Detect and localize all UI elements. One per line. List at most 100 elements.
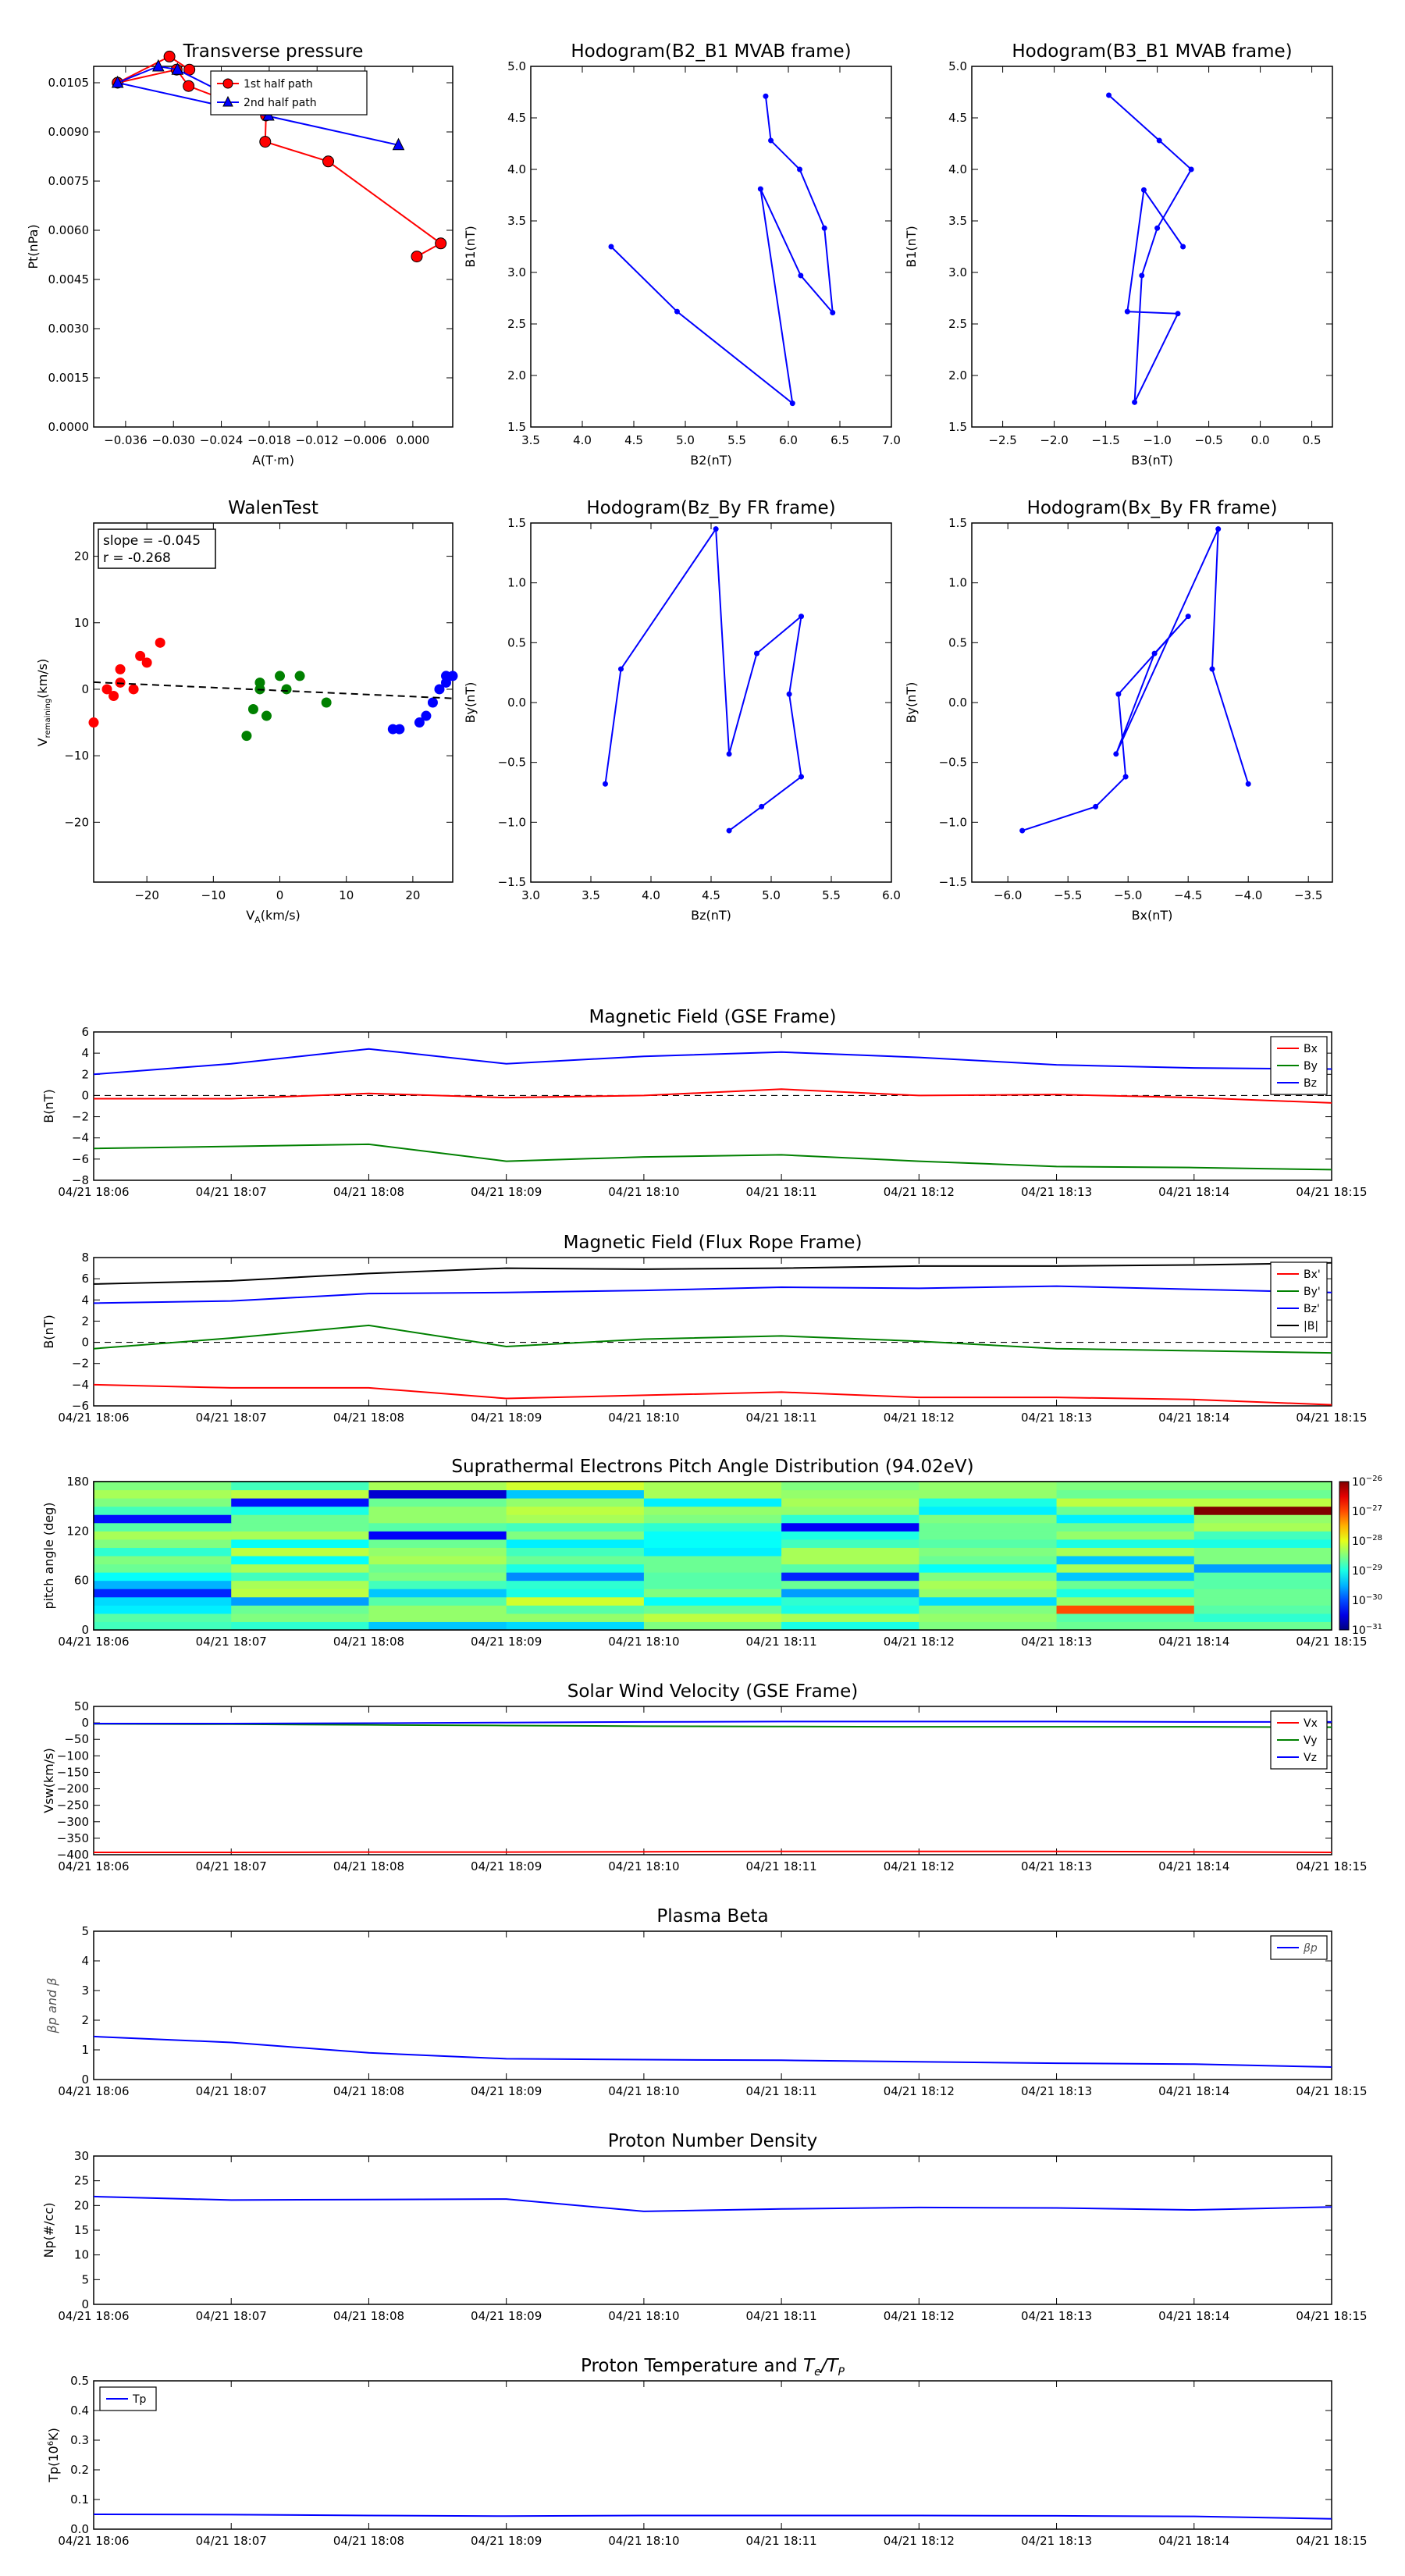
x-tick-label: 04/21 18:13 bbox=[1021, 1411, 1092, 1425]
x-tick-label: 04/21 18:11 bbox=[745, 2309, 816, 2323]
data-point bbox=[261, 710, 272, 721]
y-tick-label: −20 bbox=[64, 815, 89, 829]
colorbar-exponent: −28 bbox=[1366, 1534, 1382, 1542]
y-axis-label: βp and β bbox=[44, 1978, 59, 2034]
heatmap-cell bbox=[1193, 1605, 1332, 1614]
chart-title: Proton Number Density bbox=[608, 2131, 818, 2151]
data-point bbox=[88, 717, 99, 728]
heatmap-cell bbox=[94, 1522, 232, 1532]
y-tick-label: 1.5 bbox=[948, 420, 967, 434]
heatmap-cell bbox=[231, 1489, 369, 1499]
x-tick-label: 04/21 18:08 bbox=[333, 1635, 404, 1649]
x-tick-label: 04/21 18:11 bbox=[745, 1635, 816, 1649]
chart-hodo3: Hodogram(Bz_By FR frame) −1.5 −1.0 −0.5 0.0 0… bbox=[463, 498, 901, 923]
x-tick-label: −10 bbox=[201, 888, 226, 902]
legend-label: 1st half path bbox=[244, 78, 313, 91]
x-tick-label: −0.018 bbox=[247, 433, 291, 447]
y-tick-label: 0.0045 bbox=[48, 272, 90, 286]
x-tick-label: 04/21 18:12 bbox=[884, 1859, 955, 1873]
y-tick-label: 0.5 bbox=[507, 635, 526, 649]
y-tick-label: −200 bbox=[57, 1782, 89, 1796]
heatmap-cell bbox=[781, 1613, 919, 1622]
chart-bfr: Magnetic Field (Flux Rope Frame) −6 −4 −2 0 2… bbox=[41, 1233, 1368, 1425]
heatmap-cell bbox=[1056, 1564, 1195, 1573]
heatmap-cell bbox=[1193, 1580, 1332, 1589]
heatmap-cell bbox=[1056, 1572, 1195, 1582]
x-tick-label: 04/21 18:09 bbox=[471, 2309, 542, 2323]
x-tick-label: 04/21 18:07 bbox=[196, 2534, 267, 2548]
x-tick-label: −3.5 bbox=[1294, 888, 1322, 902]
data-point bbox=[111, 75, 124, 88]
heatmap-cell bbox=[506, 1605, 645, 1614]
data-point bbox=[171, 62, 184, 75]
x-tick-label: 04/21 18:09 bbox=[471, 1411, 542, 1425]
x-tick-label: −4.5 bbox=[1174, 888, 1202, 902]
heatmap-cell bbox=[368, 1489, 507, 1499]
data-point bbox=[1113, 751, 1119, 757]
legend: βp bbox=[1270, 1935, 1328, 1960]
y-tick-label: −100 bbox=[57, 1749, 89, 1763]
heatmap-cell bbox=[643, 1572, 782, 1582]
data-point bbox=[799, 774, 804, 780]
data-point bbox=[1151, 650, 1158, 656]
heatmap-cell bbox=[919, 1605, 1058, 1614]
y-tick-label: 25 bbox=[74, 2174, 89, 2188]
x-tick-label: 04/21 18:12 bbox=[884, 2534, 955, 2548]
y-tick-label: 0.0105 bbox=[48, 76, 90, 90]
x-axis-label: Bx(nT) bbox=[1132, 908, 1173, 923]
data-point bbox=[1122, 774, 1129, 780]
y-tick-label: 3 bbox=[81, 1984, 89, 1998]
x-tick-label: 04/21 18:08 bbox=[333, 1859, 404, 1873]
heatmap-cell bbox=[94, 1556, 232, 1565]
legend-label: Bx bbox=[1304, 1043, 1318, 1055]
heatmap-cell bbox=[919, 1506, 1058, 1515]
heatmap-cell bbox=[781, 1580, 919, 1589]
x-tick-label: 04/21 18:14 bbox=[1158, 2534, 1229, 2548]
heatmap-cell bbox=[919, 1539, 1058, 1548]
heatmap-cell bbox=[1193, 1547, 1332, 1557]
series-line-Bz' bbox=[93, 1285, 1332, 1304]
y-tick-label: 0 bbox=[81, 2073, 89, 2087]
heatmap-cell bbox=[781, 1539, 919, 1548]
x-tick-label: 04/21 18:07 bbox=[196, 1411, 267, 1425]
y-tick-label: 15 bbox=[74, 2223, 89, 2237]
y-tick-label: 0.2 bbox=[70, 2463, 89, 2477]
heatmap-cell bbox=[643, 1621, 782, 1631]
x-axis-label: B2(nT) bbox=[690, 453, 732, 468]
chart-title: Plasma Beta bbox=[656, 1906, 768, 1927]
heatmap-cell bbox=[781, 1572, 919, 1582]
data-point bbox=[414, 717, 425, 728]
data-point bbox=[713, 526, 719, 532]
data-point bbox=[411, 251, 423, 263]
heatmap-cell bbox=[919, 1482, 1058, 1491]
y-tick-label: 6 bbox=[81, 1272, 89, 1286]
x-axis-label: B3(nT) bbox=[1131, 453, 1173, 468]
y-axis-label: Tp(106K) bbox=[46, 2428, 61, 2483]
x-tick-label: 04/21 18:09 bbox=[471, 2084, 542, 2098]
y-tick-label: 3.0 bbox=[948, 265, 967, 279]
heatmap-cell bbox=[919, 1556, 1058, 1565]
x-axis-label: A(T·m) bbox=[252, 453, 294, 468]
heatmap-cell bbox=[368, 1580, 507, 1589]
data-point bbox=[1180, 244, 1186, 250]
data-point bbox=[392, 137, 405, 151]
y-tick-label: 50 bbox=[74, 1699, 89, 1713]
heatmap-cell bbox=[1193, 1531, 1332, 1540]
x-tick-label: 04/21 18:15 bbox=[1296, 1185, 1367, 1199]
x-tick-label: −0.012 bbox=[295, 433, 339, 447]
colorbar bbox=[1339, 1481, 1350, 1631]
y-tick-label: −8 bbox=[72, 1173, 89, 1187]
y-tick-label: 0.0000 bbox=[48, 420, 90, 434]
heatmap-cell bbox=[94, 1589, 232, 1598]
heatmap-cell bbox=[231, 1621, 369, 1631]
data-point bbox=[135, 650, 146, 661]
heatmap-cell bbox=[94, 1506, 232, 1515]
heatmap-cell bbox=[231, 1605, 369, 1614]
title-math: T bbox=[803, 2356, 816, 2376]
plot-frame bbox=[93, 66, 454, 428]
y-tick-label: 0.5 bbox=[948, 635, 967, 649]
x-tick-label: 04/21 18:15 bbox=[1296, 2084, 1367, 2098]
heatmap-cell bbox=[643, 1613, 782, 1622]
chart-title: Suprathermal Electrons Pitch Angle Distr… bbox=[451, 1457, 973, 1477]
x-tick-label: 04/21 18:15 bbox=[1296, 1859, 1367, 1873]
